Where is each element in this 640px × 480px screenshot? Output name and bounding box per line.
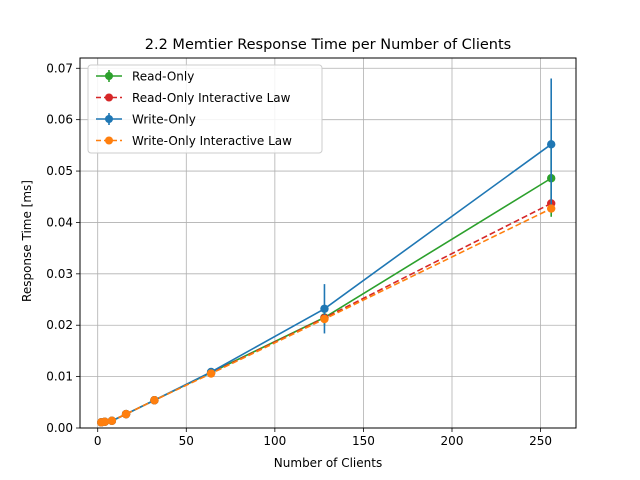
data-point	[547, 204, 556, 213]
chart-title: 2.2 Memtier Response Time per Number of …	[145, 37, 511, 53]
x-tick-label: 150	[352, 434, 375, 448]
y-tick-label: 0.07	[46, 61, 73, 75]
x-axis-title: Number of Clients	[274, 456, 382, 470]
x-tick-label: 50	[179, 434, 194, 448]
y-tick-label: 0.00	[46, 421, 73, 435]
legend-marker	[105, 72, 113, 80]
legend-marker	[105, 93, 113, 102]
data-point	[206, 369, 216, 378]
x-tick-label: 0	[94, 434, 102, 448]
legend-marker	[105, 136, 113, 145]
legend-item: Write-Only Interactive Law	[96, 134, 292, 148]
data-point	[100, 417, 110, 427]
series	[97, 204, 556, 427]
y-tick-label: 0.05	[46, 164, 73, 178]
data-point	[547, 140, 556, 149]
y-tick-label: 0.06	[46, 113, 73, 127]
legend-label: Read-Only	[132, 70, 194, 84]
y-tick-label: 0.01	[46, 370, 73, 384]
y-tick-label: 0.04	[46, 215, 73, 229]
series-layer	[97, 78, 556, 427]
x-tick-label: 250	[529, 434, 552, 448]
legend-label: Write-Only	[132, 113, 196, 127]
data-point	[150, 396, 159, 405]
x-tick-label: 100	[263, 434, 286, 448]
y-tick-label: 0.02	[46, 318, 73, 332]
y-tick-label: 0.03	[46, 267, 73, 281]
legend-item: Read-Only	[96, 70, 194, 84]
legend-item: Write-Only	[96, 113, 196, 127]
data-point	[121, 409, 131, 419]
legend: Read-Only Read-Only Interactive Law Write-…	[87, 64, 323, 154]
y-axis-title: Response Time [ms]	[20, 180, 34, 302]
legend-box	[87, 64, 323, 154]
legend-label: Read-Only Interactive Law	[132, 91, 291, 105]
plot-frame	[79, 57, 577, 429]
data-point	[320, 304, 329, 313]
data-point	[320, 314, 329, 324]
legend-item: Read-Only Interactive Law	[96, 91, 291, 105]
legend-label: Write-Only Interactive Law	[132, 134, 292, 148]
data-point	[107, 416, 117, 426]
x-tick-label: 200	[441, 434, 464, 448]
axes: 0 50 100 150 200 250 0.00 0.01 0.02 0.03 0.04 0.05 0…	[46, 61, 552, 448]
legend-marker	[105, 115, 113, 123]
